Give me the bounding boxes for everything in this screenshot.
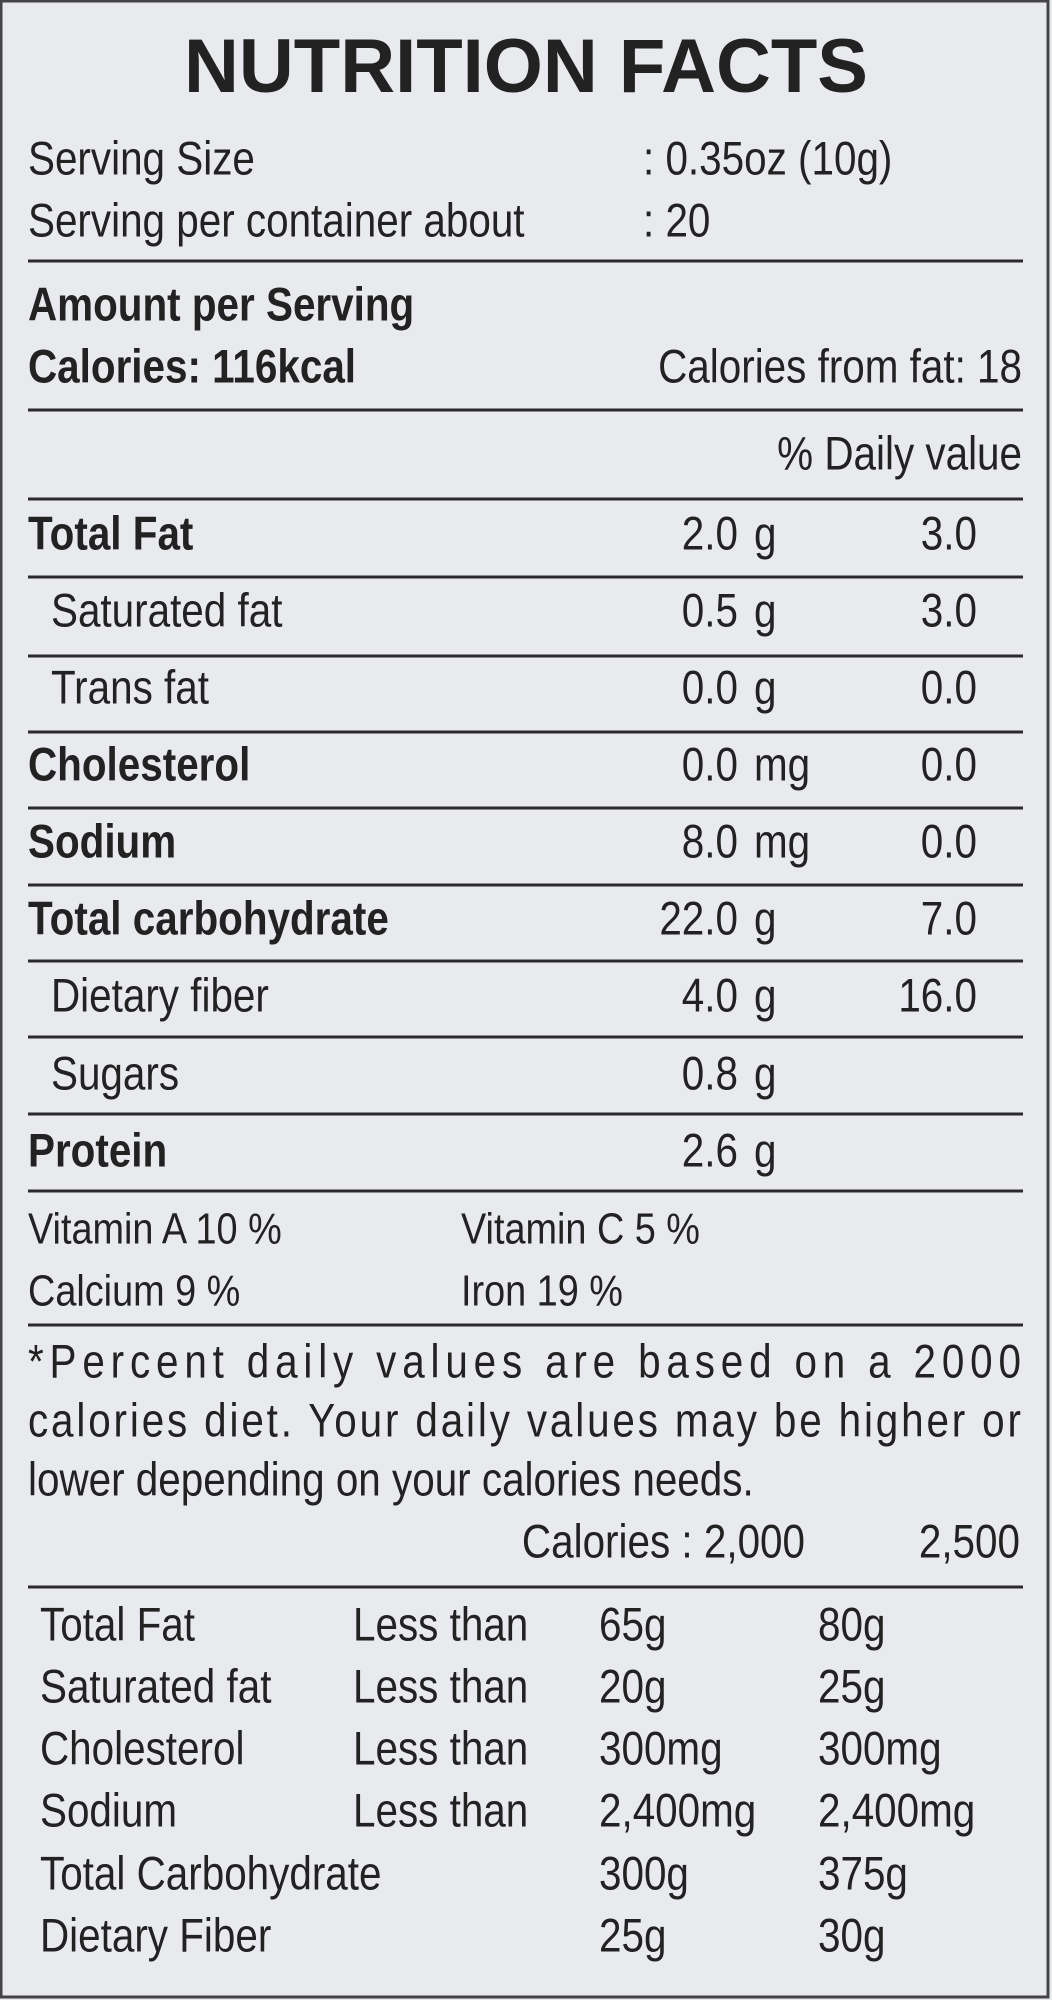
reference-cell: 20g — [599, 1661, 666, 1714]
nutrient-name: Saturated fat — [51, 585, 282, 638]
nutrient-amount: 22.0 — [659, 893, 738, 946]
nutrient-amount: 2.0 — [682, 508, 738, 561]
nutrient-amount: 0.8 — [682, 1048, 738, 1101]
nutrient-name: Sodium — [28, 816, 176, 869]
reference-cell: 300g — [599, 1848, 689, 1901]
nutrient-amount: 0.0 — [682, 662, 738, 715]
serving-value: : 0.35oz (10g) — [643, 133, 892, 186]
serving-value: : 20 — [643, 195, 710, 248]
nutrient-name: Protein — [28, 1125, 167, 1178]
reference-cell: 2,400mg — [818, 1785, 975, 1838]
nutrient-name: Total Fat — [28, 508, 194, 561]
reference-cell: Cholesterol — [40, 1723, 244, 1776]
reference-cell: 80g — [818, 1599, 885, 1652]
calories-from-fat: Calories from fat: 18 — [658, 341, 1022, 394]
nutrient-unit: g — [754, 893, 776, 946]
nutrient-unit: mg — [754, 739, 810, 792]
nutrient-daily: 7.0 — [921, 893, 977, 946]
reference-cell: 25g — [818, 1661, 885, 1714]
reference-cell: Less than — [353, 1723, 528, 1776]
reference-cell: 65g — [599, 1599, 666, 1652]
nutrient-amount: 8.0 — [682, 816, 738, 869]
nutrient-name: Trans fat — [51, 662, 209, 715]
vitamin: Calcium 9 % — [28, 1266, 240, 1315]
nutrient-name: Total carbohydrate — [28, 893, 389, 946]
reference-cell: Less than — [353, 1785, 528, 1838]
nutrient-unit: g — [754, 1125, 776, 1178]
reference-cell: 25g — [599, 1910, 666, 1963]
nutrient-unit: g — [754, 970, 776, 1023]
reference-cell: Total Carbohydrate — [40, 1848, 381, 1901]
nutrient-daily: 0.0 — [921, 662, 977, 715]
nutrient-unit: g — [754, 662, 776, 715]
reference-cell: Saturated fat — [40, 1661, 271, 1714]
calories: Calories: 116kcal — [28, 341, 356, 394]
nutrient-daily: 0.0 — [921, 816, 977, 869]
nutrient-name: Dietary fiber — [51, 970, 269, 1023]
nutrient-daily: 3.0 — [921, 508, 977, 561]
nutrient-unit: mg — [754, 816, 810, 869]
title: NUTRITION FACTS — [184, 24, 868, 109]
reference-cell: Less than — [353, 1661, 528, 1714]
serving-label: Serving per container about — [28, 195, 525, 248]
nutrient-amount: 0.0 — [682, 739, 738, 792]
serving-label: Serving Size — [28, 133, 255, 186]
nutrient-amount: 4.0 — [682, 970, 738, 1023]
reference-cell: 300mg — [599, 1723, 723, 1776]
nutrient-amount: 2.6 — [682, 1125, 738, 1178]
amount-header: Amount per Serving — [28, 279, 414, 332]
reference-cell: 375g — [818, 1848, 908, 1901]
reference-cell: Sodium — [40, 1785, 177, 1838]
reference-cell: Total Fat — [40, 1599, 195, 1652]
vitamin: Iron 19 % — [461, 1266, 623, 1315]
calories-header: Calories : 2,000 — [522, 1516, 805, 1569]
vitamin: Vitamin A 10 % — [28, 1204, 282, 1253]
daily-value-header: % Daily value — [777, 428, 1022, 481]
calories-header: 2,500 — [919, 1516, 1020, 1569]
nutrient-unit: g — [754, 1048, 776, 1101]
nutrient-unit: g — [754, 585, 776, 638]
nutrient-amount: 0.5 — [682, 585, 738, 638]
reference-cell: 300mg — [818, 1723, 942, 1776]
reference-cell: Less than — [353, 1599, 528, 1652]
footnote-line: lower depending on your calories needs. — [28, 1454, 754, 1507]
nutrient-daily: 16.0 — [898, 970, 977, 1023]
reference-cell: Dietary Fiber — [40, 1910, 271, 1963]
nutrient-daily: 0.0 — [921, 739, 977, 792]
nutrient-name: Sugars — [51, 1048, 179, 1101]
nutrient-name: Cholesterol — [28, 739, 250, 792]
nutrient-unit: g — [754, 508, 776, 561]
reference-cell: 30g — [818, 1910, 885, 1963]
vitamin: Vitamin C 5 % — [461, 1204, 700, 1253]
reference-cell: 2,400mg — [599, 1785, 756, 1838]
nutrient-daily: 3.0 — [921, 585, 977, 638]
